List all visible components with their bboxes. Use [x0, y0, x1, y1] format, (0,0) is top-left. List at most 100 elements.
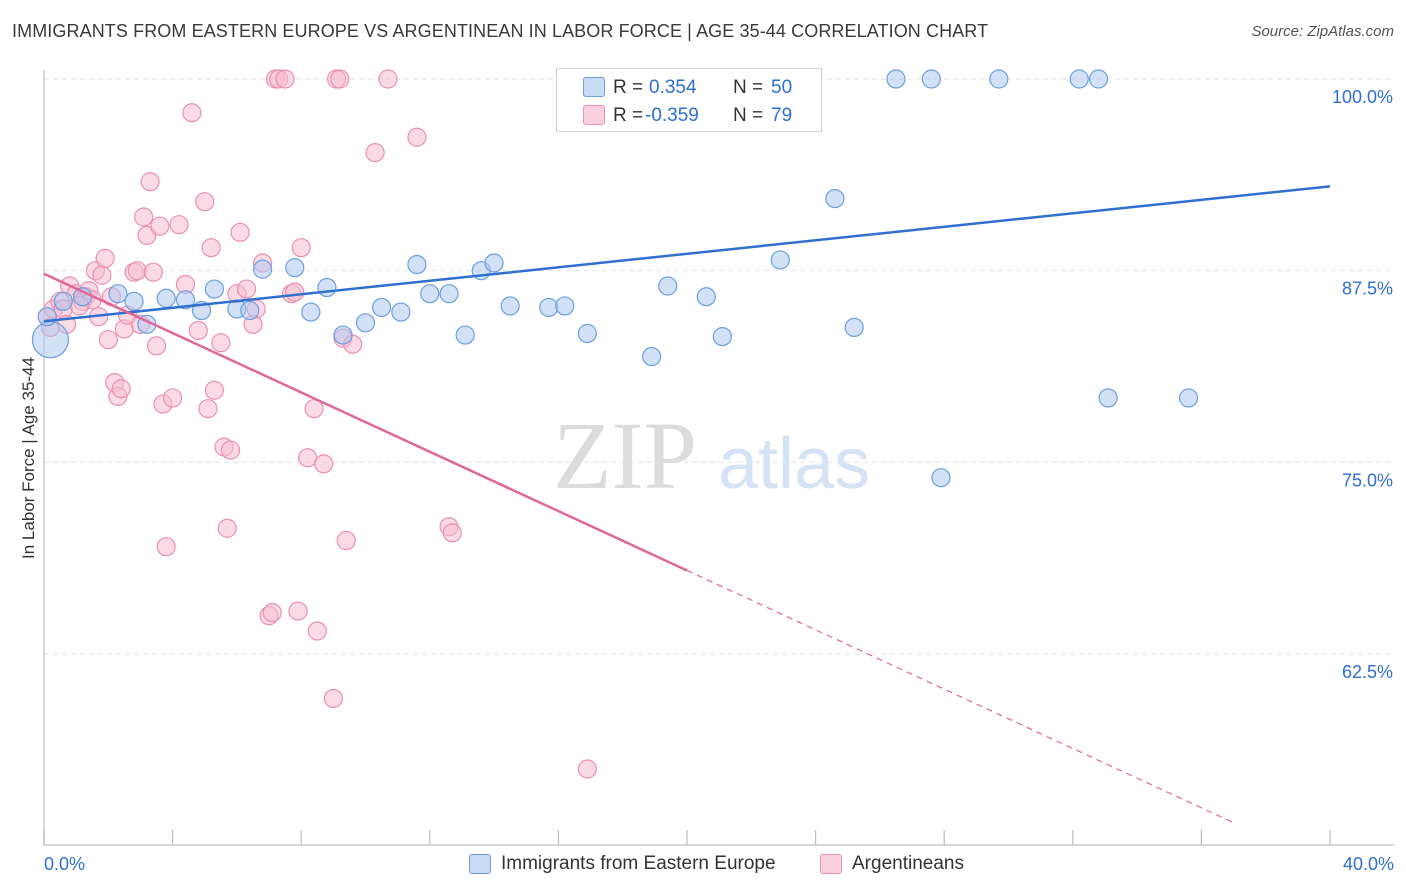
watermark-atlas: atlas	[718, 424, 870, 504]
data-point	[204, 279, 224, 299]
data-point	[770, 250, 790, 270]
data-point	[201, 238, 221, 258]
data-point	[53, 291, 73, 311]
legend-r-value: 0.354	[649, 77, 697, 98]
data-point	[323, 688, 343, 709]
chart-title: IMMIGRANTS FROM EASTERN EUROPE VS ARGENT…	[12, 21, 989, 41]
data-point	[31, 321, 70, 359]
data-point	[371, 297, 392, 318]
bottom-legend-swatch-blue	[469, 854, 491, 874]
data-point	[931, 468, 951, 488]
data-point	[127, 261, 147, 281]
y-tick-labels: 100.0% 87.5% 75.0% 62.5%	[1332, 87, 1393, 682]
data-point	[921, 69, 941, 89]
data-point	[156, 537, 176, 557]
data-point	[378, 69, 398, 89]
bottom-legend-swatch-pink	[820, 854, 842, 874]
legend-n-label: N =	[733, 105, 764, 126]
data-point	[156, 288, 176, 308]
data-point	[712, 327, 732, 347]
data-point	[307, 621, 327, 641]
trend-lines	[43, 185, 1331, 824]
watermark-zip: ZIP	[553, 402, 697, 509]
data-point	[285, 282, 305, 302]
data-point	[211, 333, 231, 353]
data-point	[140, 172, 160, 192]
data-point	[98, 330, 118, 350]
data-point	[288, 601, 308, 621]
series-argentineans-points	[37, 69, 597, 779]
data-point	[175, 290, 196, 310]
trend-line-solid	[43, 272, 688, 572]
data-point	[330, 69, 350, 89]
data-point	[658, 276, 678, 296]
data-point	[500, 296, 520, 316]
data-point	[1098, 388, 1118, 408]
data-point	[188, 320, 208, 341]
data-point	[230, 222, 250, 242]
legend-n-label: N =	[733, 77, 764, 98]
data-point	[825, 189, 845, 209]
data-point	[143, 262, 163, 282]
legend-r-label: R =	[613, 77, 644, 98]
data-point	[198, 399, 218, 419]
legend-r-value: -0.359	[645, 105, 699, 126]
data-point	[391, 302, 411, 322]
data-point	[577, 759, 597, 779]
data-point	[301, 302, 321, 322]
data-point	[182, 103, 202, 123]
data-point	[236, 279, 257, 299]
data-point	[314, 454, 334, 474]
data-point	[844, 317, 864, 337]
legend-swatch-blue	[583, 77, 605, 97]
watermark: ZIP atlas	[553, 402, 870, 509]
data-point	[1178, 388, 1199, 408]
data-point	[262, 602, 282, 623]
legend-swatch-pink	[583, 105, 605, 125]
data-point	[420, 284, 440, 304]
data-point	[336, 530, 356, 551]
data-point	[275, 69, 295, 89]
data-point	[298, 448, 318, 468]
data-point	[455, 325, 475, 345]
data-point	[577, 323, 597, 344]
y-tick-label: 75.0%	[1342, 470, 1393, 490]
y-tick-label: 87.5%	[1342, 279, 1393, 299]
data-point	[217, 518, 237, 538]
data-point	[285, 258, 305, 278]
legend-row-eastern-europe: R = 0.354 N = 50	[557, 73, 821, 101]
legend-n-value: 79	[771, 105, 793, 126]
data-point	[169, 215, 189, 235]
data-point	[291, 238, 311, 258]
axes	[43, 70, 1394, 846]
data-point	[220, 440, 241, 460]
bottom-legend-label: Immigrants from Eastern Europe	[501, 853, 776, 874]
data-point	[1088, 69, 1109, 89]
legend-n-value: 50	[771, 77, 793, 98]
x-tick-label-min: 0.0%	[44, 854, 85, 874]
data-point	[253, 259, 273, 279]
data-point	[355, 313, 376, 333]
data-point	[95, 248, 115, 268]
data-point	[886, 69, 906, 89]
x-tick-label-max: 40.0%	[1343, 854, 1394, 874]
y-axis-label: In Labor Force | Age 35-44	[19, 357, 38, 559]
data-point	[442, 523, 462, 543]
data-point	[92, 265, 112, 285]
trend-line-solid	[43, 185, 1331, 323]
x-axis-ticks	[43, 830, 1331, 845]
y-tick-label: 100.0%	[1332, 87, 1393, 107]
data-point	[204, 380, 224, 400]
data-point	[989, 69, 1009, 89]
data-point	[111, 379, 131, 399]
data-point	[696, 287, 716, 307]
legend-r-label: R =	[613, 105, 644, 126]
data-point	[555, 296, 575, 316]
data-point	[146, 336, 167, 356]
correlation-legend: R = 0.354 N = 50 R = -0.359 N = 79	[556, 68, 822, 132]
data-point	[163, 388, 183, 408]
trend-line-dashed	[686, 569, 1234, 824]
data-point	[407, 254, 427, 275]
y-tick-label: 62.5%	[1342, 662, 1393, 682]
